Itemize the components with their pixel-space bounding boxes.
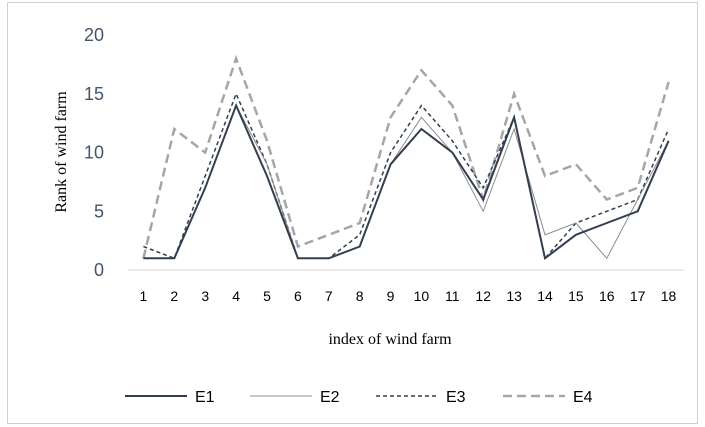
- x-tick-label: 10: [414, 288, 430, 304]
- x-tick-label: 1: [140, 288, 148, 304]
- x-tick-label: 15: [568, 288, 584, 304]
- x-tick-label: 8: [356, 288, 364, 304]
- x-tick-label: 16: [599, 288, 615, 304]
- y-axis-ticks: 0 5 10 15 20: [84, 25, 104, 280]
- series-line-e1: [143, 102, 670, 261]
- legend-label-e1: E1: [195, 389, 215, 406]
- y-tick-label: 10: [84, 143, 104, 163]
- x-tick-label: 7: [325, 288, 333, 304]
- y-tick-label: 20: [84, 25, 104, 45]
- x-tick-label: 9: [387, 288, 395, 304]
- x-tick-label: 3: [201, 288, 209, 304]
- x-tick-label: 18: [661, 288, 677, 304]
- legend-label-e3: E3: [446, 389, 466, 406]
- chart-frame: [7, 2, 698, 424]
- y-axis-title: Rank of wind farm: [53, 91, 70, 213]
- x-tick-label: 13: [506, 288, 522, 304]
- y-tick-label: 15: [84, 84, 104, 104]
- legend-label-e4: E4: [573, 389, 593, 406]
- x-tick-label: 4: [232, 288, 240, 304]
- x-tick-label: 17: [630, 288, 646, 304]
- x-tick-label: 11: [445, 288, 460, 304]
- y-tick-label: 5: [94, 201, 104, 221]
- x-tick-label: 14: [537, 288, 553, 304]
- legend-label-e2: E2: [320, 389, 340, 406]
- x-axis-ticks: 1 2 3 4 5 6 7 8 9 10 11 12 13 14 15 16 17 18: [140, 288, 677, 304]
- y-tick-label: 0: [94, 260, 104, 280]
- x-axis-title: index of wind farm: [328, 331, 452, 348]
- x-tick-label: 12: [475, 288, 491, 304]
- x-tick-label: 6: [294, 288, 302, 304]
- x-tick-label: 5: [263, 288, 271, 304]
- series-line-e3: [143, 91, 670, 260]
- series-line-e4: [142, 54, 670, 259]
- x-tick-label: 2: [170, 288, 178, 304]
- legend: E1 E2 E3 E4: [125, 389, 593, 406]
- series-lines: [142, 54, 670, 261]
